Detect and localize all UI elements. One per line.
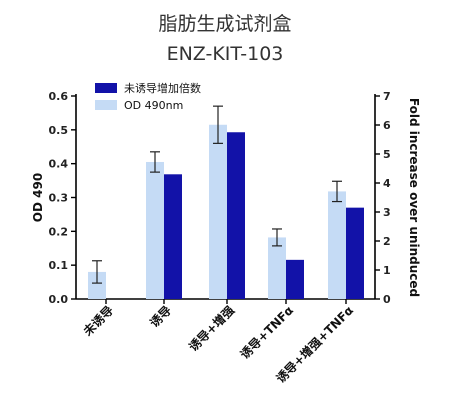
category-label: 未诱导 (79, 303, 116, 340)
left-tick-label: 0.0 (49, 293, 69, 306)
right-tick-label: 6 (383, 119, 391, 132)
left-axis-title: OD 490 (31, 173, 45, 222)
left-tick-label: 0.2 (49, 225, 69, 238)
chart-title: 脂肪生成试剂盒 (158, 13, 291, 35)
legend-swatch-fold-increase (95, 83, 117, 93)
left-tick-label: 0.3 (49, 192, 69, 205)
bar-od490 (268, 237, 286, 299)
category-label: 诱导+TNFα (237, 303, 296, 362)
bar-fold-increase (346, 207, 364, 299)
left-tick-label: 0.6 (49, 90, 69, 103)
bar-fold-increase (286, 259, 304, 299)
right-tick-label: 0 (383, 293, 391, 306)
right-tick-label: 2 (383, 235, 391, 248)
left-tick-label: 0.1 (49, 259, 69, 272)
chart-subtitle: ENZ-KIT-103 (167, 43, 284, 65)
left-tick-label: 0.5 (49, 124, 69, 137)
bar-od490 (209, 124, 227, 299)
left-tick-label: 0.4 (49, 158, 69, 171)
legend-label-od490: OD 490nm (124, 99, 183, 112)
plot-area: 0.0 0.1 0.2 0.3 0.4 0.5 0.6 0 1 2 3 4 5 6 7 OD 490 Fold … (31, 81, 421, 386)
category-label: 诱导+增强 (185, 303, 237, 355)
legend-swatch-od490 (95, 100, 117, 110)
legend-label-fold-increase: 未诱导增加倍数 (124, 81, 201, 95)
bar-od490 (328, 191, 346, 299)
right-tick-label: 7 (383, 90, 391, 103)
category-label: 诱导 (147, 303, 175, 331)
bar-od490 (146, 161, 164, 299)
bar-od490 (88, 271, 106, 299)
right-axis-title: Fold increase over uninduced (407, 98, 421, 297)
right-tick-label: 5 (383, 148, 391, 161)
right-tick-label: 3 (383, 206, 391, 219)
bar-fold-increase (164, 174, 182, 299)
bar-fold-increase (227, 132, 245, 299)
right-tick-label: 1 (383, 264, 391, 277)
right-tick-label: 4 (383, 177, 391, 190)
